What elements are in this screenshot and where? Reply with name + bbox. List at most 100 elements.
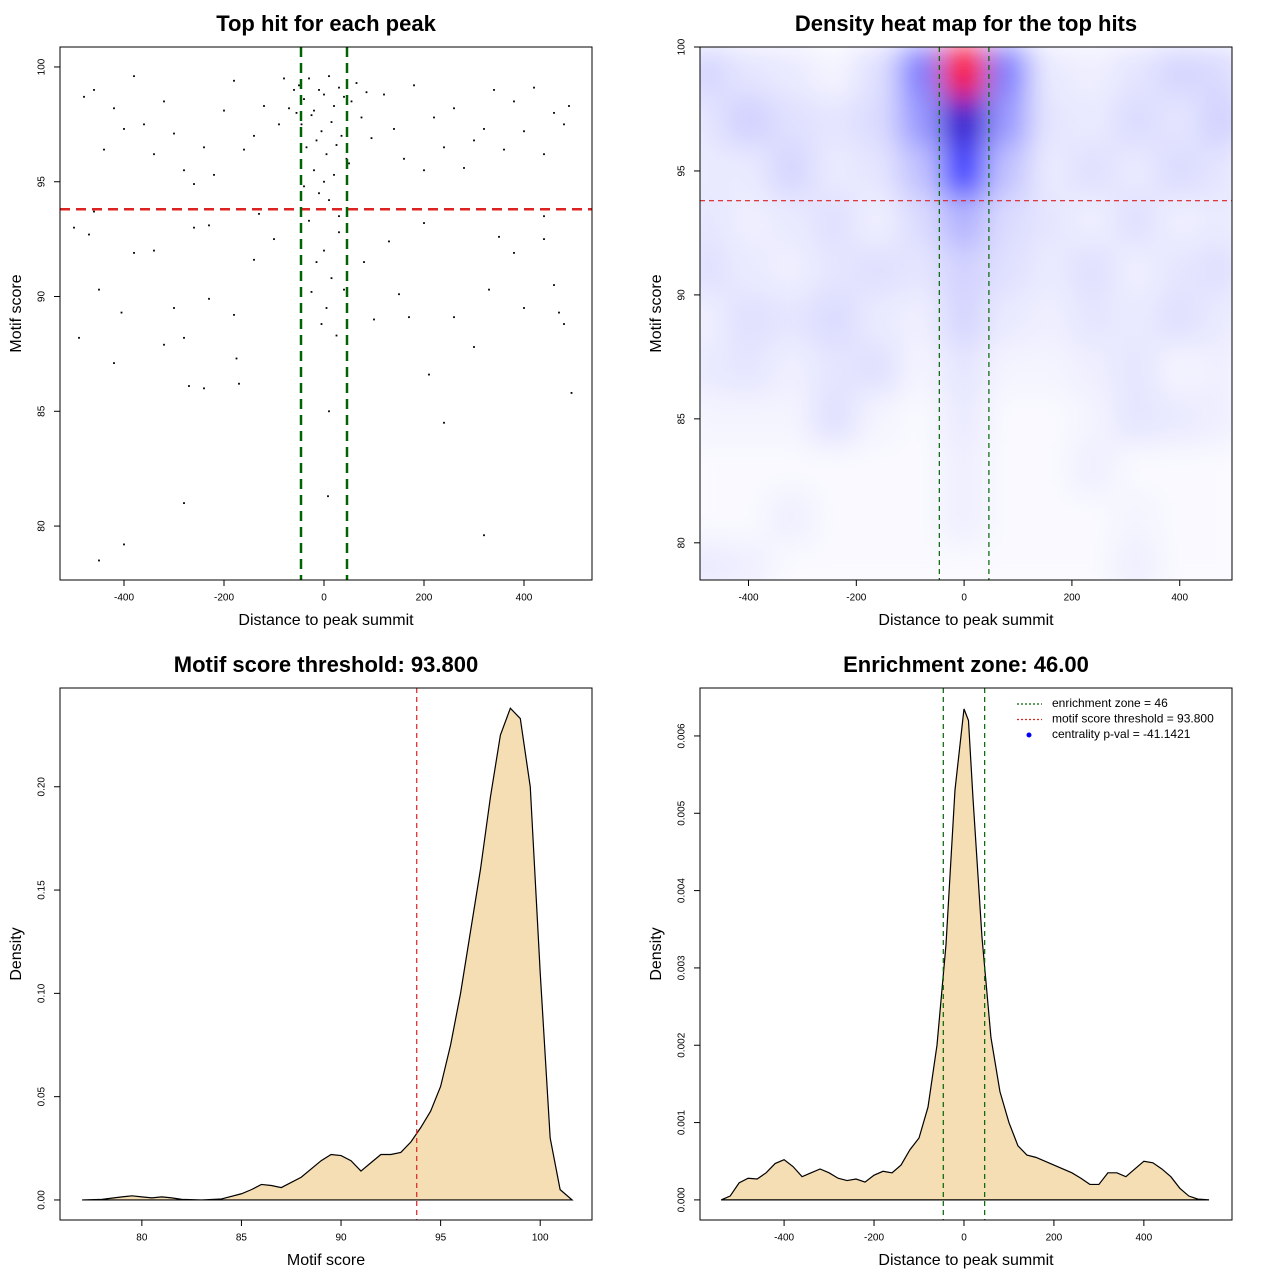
heat-cell (985, 542, 1030, 580)
y-tick-label: 95 (37, 176, 48, 188)
point (323, 249, 325, 252)
point (293, 89, 295, 91)
heat-cell (942, 443, 987, 494)
y-tick-label: 0.005 (677, 800, 688, 825)
heat-cell (898, 47, 944, 98)
heat-cell (942, 343, 987, 395)
heat-cell (1114, 244, 1159, 296)
heat-cell (726, 542, 771, 580)
heat-cell (812, 244, 857, 296)
y-tick-label: 0.05 (37, 1086, 48, 1106)
heat-cell (898, 343, 944, 395)
plot-frame (699, 46, 1233, 581)
point (313, 169, 315, 172)
heat-cell (1157, 294, 1202, 345)
point (123, 128, 125, 130)
point (98, 288, 100, 291)
point (473, 346, 475, 348)
x-tick-label: 80 (136, 1233, 148, 1244)
heat-cell (898, 294, 944, 345)
panel: Motif score threshold: 93.800 Motif score… (8, 652, 593, 1269)
heat-cell (769, 294, 814, 345)
chart-title: Density heat map for the top hits (795, 11, 1137, 36)
heat-cell (1200, 542, 1232, 580)
heat-cell (898, 393, 944, 445)
y-tick-label: 0.000 (677, 1187, 688, 1212)
y-tick-label: 0.00 (37, 1190, 48, 1210)
point (300, 123, 303, 126)
heat-cell (1071, 443, 1116, 494)
point (428, 373, 430, 376)
point (308, 219, 310, 222)
heat-cell (1028, 145, 1073, 197)
heat-cell (855, 47, 900, 98)
point (408, 316, 410, 319)
heat-cell (985, 443, 1030, 494)
point (325, 307, 328, 309)
point (273, 238, 275, 241)
heat-cell (1071, 343, 1116, 395)
y-tick-label: 0.001 (677, 1110, 688, 1135)
point (253, 134, 255, 137)
point (283, 77, 285, 80)
x-tick-label: 100 (532, 1233, 549, 1244)
point (523, 307, 525, 309)
point (355, 82, 358, 84)
legend-label: centrality p-val = -41.1421 (1052, 727, 1191, 741)
point (333, 173, 335, 176)
heat-cell (700, 244, 728, 296)
point (120, 311, 123, 314)
point (350, 100, 353, 103)
point (83, 95, 85, 98)
point (388, 240, 390, 243)
heatmap (700, 47, 1232, 580)
point (243, 148, 245, 151)
heat-cell (769, 393, 814, 445)
heat-cell (769, 542, 814, 580)
point (570, 392, 573, 394)
heat-cell (812, 47, 857, 98)
point (453, 107, 455, 110)
heat-cell (985, 195, 1030, 246)
heat-cell (1028, 294, 1073, 345)
heat-cell (1071, 96, 1116, 147)
y-tick-label: 100 (677, 38, 688, 55)
heat-cell (855, 96, 900, 147)
point (443, 421, 445, 424)
heat-cell (855, 145, 900, 197)
point (208, 297, 210, 300)
point (278, 123, 280, 126)
point (233, 313, 235, 316)
y-tick-label: 0.003 (677, 955, 688, 980)
point (433, 116, 435, 119)
heat-cell (1200, 294, 1232, 345)
heat-cell (726, 244, 771, 296)
heat-cell (726, 47, 771, 98)
y-axis-label: Density (8, 927, 25, 980)
point (310, 114, 313, 117)
point (318, 192, 320, 195)
heat-cell (1114, 145, 1159, 197)
point (173, 307, 175, 309)
heat-cell (942, 244, 987, 296)
point (463, 167, 465, 169)
point (183, 169, 185, 172)
heat-cell (812, 343, 857, 395)
heat-cell (985, 393, 1030, 445)
point (335, 334, 338, 337)
density-area (82, 707, 574, 1201)
x-tick-label: -400 (114, 593, 134, 604)
heat-cell (1071, 195, 1116, 246)
point (310, 291, 313, 293)
heat-cell (898, 145, 944, 197)
y-tick-label: 0.002 (677, 1032, 688, 1057)
heat-cell (769, 145, 814, 197)
heat-cell (942, 294, 987, 345)
point (553, 111, 555, 114)
heat-cell (769, 443, 814, 494)
heat-cell (812, 294, 857, 345)
point (327, 495, 329, 498)
point (93, 89, 95, 91)
point (365, 91, 368, 94)
